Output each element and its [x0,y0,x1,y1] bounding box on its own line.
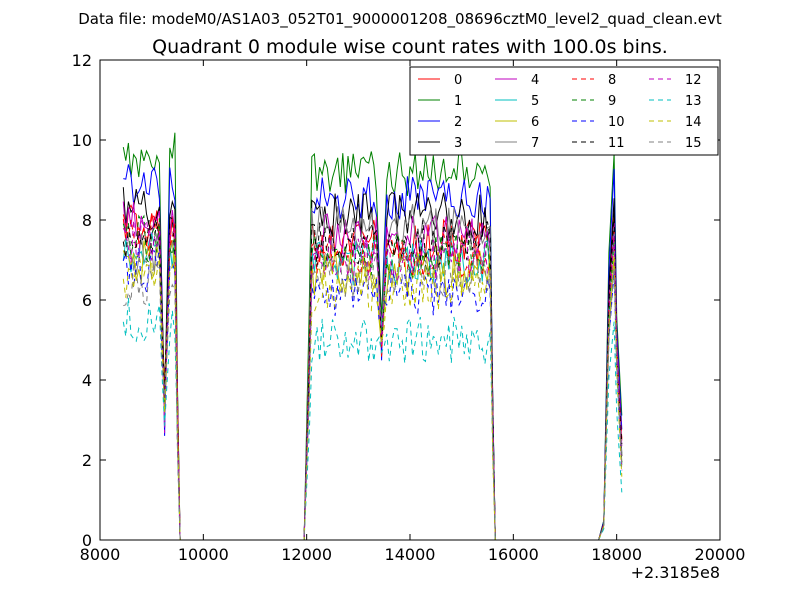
legend-label: 12 [685,73,702,88]
chart-title: Quadrant 0 module wise count rates with … [152,36,668,58]
y-tick-label: 2 [82,451,92,470]
x-tick-label: 12000 [281,545,332,564]
x-tick-label: 14000 [385,545,436,564]
legend-label: 7 [531,136,539,151]
legend-label: 3 [454,136,462,151]
series-line-6 [122,239,623,541]
series-line-4 [122,201,623,541]
legend-label: 1 [454,94,462,109]
series-line-9 [122,214,623,541]
axis-ticks: 8000 10000 12000 14000 16000 18000 20000 0 2 4 6 8 1… [72,51,746,564]
legend-label: 15 [685,136,702,151]
series-line-15 [123,251,623,541]
legend-label: 8 [608,73,616,88]
legend-label: 6 [531,115,539,130]
legend-label: 0 [454,73,462,88]
x-offset-label: +2.3185e8 [631,563,720,582]
legend-label: 13 [685,94,702,109]
legend-label: 10 [608,115,625,130]
series-line-12 [122,218,623,541]
y-tick-label: 6 [82,291,92,310]
x-tick-label: 18000 [591,545,642,564]
y-tick-label: 10 [72,131,92,150]
series-line-1 [122,132,623,541]
y-tick-label: 0 [82,531,92,550]
y-tick-label: 8 [82,211,92,230]
x-tick-label: 8000 [80,545,121,564]
legend-label: 4 [531,73,539,88]
series-line-14 [122,253,623,541]
chart-supertitle: Data file: modeM0/AS1A03_052T01_90000012… [78,10,722,29]
x-tick-label: 10000 [178,545,229,564]
y-tick-label: 4 [82,371,92,390]
series-line-3 [122,187,623,541]
legend-label: 11 [608,136,625,151]
legend-label: 2 [454,115,462,130]
x-tick-label: 20000 [695,545,746,564]
series-lines [122,132,623,541]
legend-label: 5 [531,94,539,109]
legend-box [409,66,719,156]
legend-label: 9 [608,94,616,109]
series-line-13 [122,297,623,541]
series-line-11 [122,213,623,541]
legend-label: 14 [685,115,702,130]
x-tick-label: 16000 [488,545,539,564]
y-tick-label: 12 [72,51,92,70]
